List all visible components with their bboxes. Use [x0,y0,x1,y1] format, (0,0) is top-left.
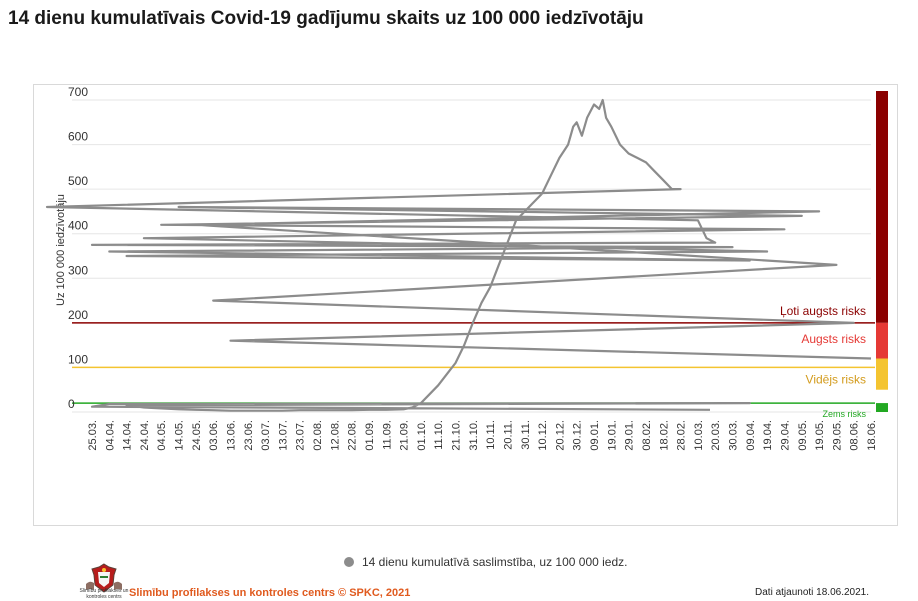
x-tick-label: 10.11. [485,420,497,450]
footer-organization: Slimību profilakses un kontroles centrs … [129,587,411,599]
x-tick-label: 13.06. [225,420,237,451]
x-tick-label: 13.07. [277,420,289,451]
x-tick-label: 11.09. [381,420,393,450]
y-tick-label: 500 [68,174,88,188]
x-tick-label: 29.04. [779,420,791,451]
chart-card: Ļoti augsts risks Augsts risks Vidējs risk… [33,84,898,600]
x-tick-label: 04.05. [156,420,168,451]
x-tick-label: 10.12. [537,420,549,451]
x-tick-label: 19.04. [762,420,774,451]
x-tick-label: 11.10. [433,420,445,450]
x-tick-label: 19.01. [606,420,618,451]
legend-marker [344,557,354,567]
x-tick-label: 20.11. [502,420,514,450]
x-tick-label: 29.01. [624,420,636,451]
x-tick-label: 28.02. [676,420,688,451]
x-tick-label: 08.06. [849,420,861,451]
axis-layer: 0 100 200 300 400 500 600 700 Uz 100 000 iedzīvo… [55,85,878,451]
x-tick-label: 09.01. [589,420,601,451]
y-tick-label: 400 [68,219,88,233]
y-axis-title: Uz 100 000 iedzīvotāju [55,194,67,306]
x-tick-label: 04.04. [104,420,116,451]
legend-label: 14 dienu kumulatīvā saslimstība, uz 100 … [362,555,628,569]
x-tick-label: 20.12. [554,420,566,451]
x-tick-label: 14.05. [174,420,186,451]
risk-bar-segment [876,91,888,323]
x-tick-label: 01.09. [364,420,376,451]
threshold-label: Augsts risks [801,332,866,346]
y-tick-label: 700 [68,85,88,99]
x-tick-label: 22.08. [347,420,359,451]
risk-bar-segment [876,322,888,359]
y-tick-label: 200 [68,308,88,322]
x-tick-label: 23.06. [243,420,255,451]
logo-caption: Slimību profilakses un kontroles centrs [79,588,129,600]
x-tick-label: 02.08. [312,420,324,451]
x-tick-label: 19.05. [814,420,826,451]
legend: 14 dienu kumulatīvā saslimstība, uz 100 … [344,555,628,569]
risk-bar-layer [876,91,888,412]
x-tick-label: 14.04. [122,420,134,451]
threshold-label: Zems risks [823,409,867,419]
y-tick-label: 600 [68,130,88,144]
threshold-label: Ļoti augsts risks [780,304,866,318]
x-tick-label: 01.10. [416,420,428,451]
x-tick-label: 24.04. [139,420,151,451]
risk-bar-segment [876,403,888,412]
footer-updated-date: Dati atjaunoti 18.06.2021. [755,587,869,598]
y-tick-label: 0 [68,397,75,411]
x-tick-label: 24.05. [191,420,203,451]
x-tick-label: 30.03. [728,420,740,451]
threshold-label: Vidējs risks [806,372,866,386]
x-tick-label: 20.03. [710,420,722,451]
x-tick-label: 10.03. [693,420,705,451]
x-tick-label: 12.08. [329,420,341,451]
series-line [45,98,872,412]
x-tick-label: 30.12. [572,420,584,451]
x-tick-label: 21.10. [451,420,463,451]
x-tick-label: 21.09. [399,420,411,451]
series-layer [45,98,872,412]
y-tick-label: 100 [68,352,88,366]
x-tick-label: 09.05. [797,420,809,451]
x-tick-label: 18.02. [658,420,670,451]
x-tick-label: 30.11. [520,420,532,450]
x-tick-label: 08.02. [641,420,653,451]
x-tick-label: 18.06. [866,420,878,451]
page-title: 14 dienu kumulatīvais Covid-19 gadījumu … [8,8,644,29]
x-tick-label: 03.07. [260,420,272,451]
x-tick-label: 09.04. [745,420,757,451]
y-tick-label: 300 [68,263,88,277]
risk-bar-segment [876,358,888,390]
x-tick-label: 23.07. [295,420,307,451]
x-tick-label: 31.10. [468,420,480,451]
x-tick-label: 29.05. [831,420,843,451]
line-chart: Ļoti augsts risks Augsts risks Vidējs risk… [45,85,888,451]
x-tick-label: 25.03. [87,420,99,451]
x-tick-label: 03.06. [208,420,220,451]
